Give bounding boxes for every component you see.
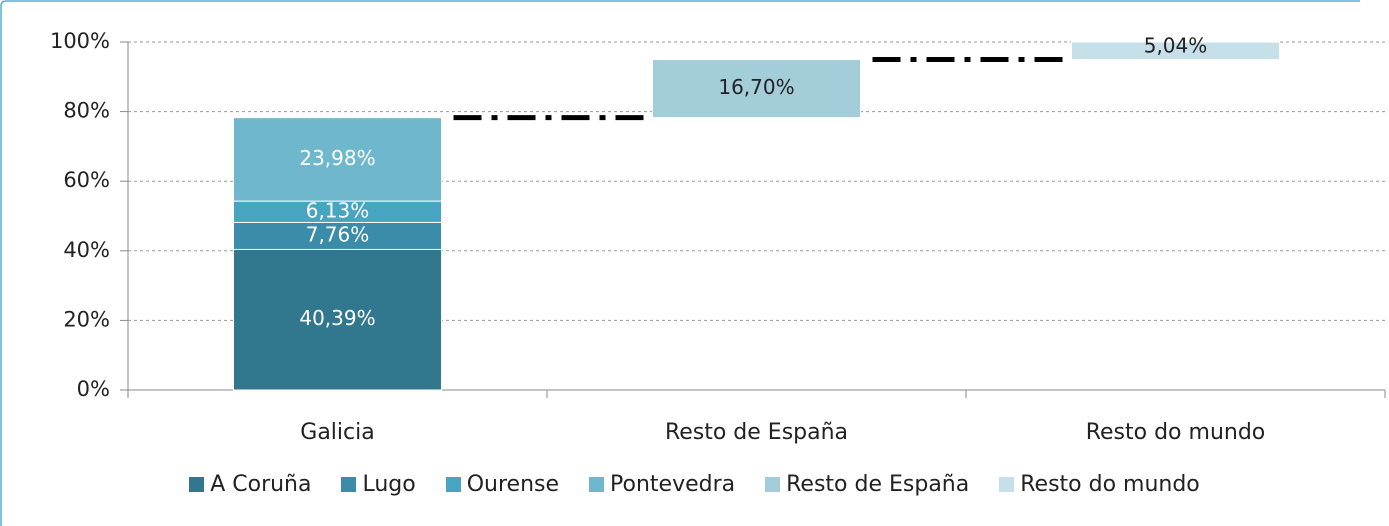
legend-swatch [445, 477, 461, 492]
value-label: 16,70% [718, 75, 794, 99]
y-tick-label: 20% [63, 307, 110, 331]
value-label: 23,98% [299, 146, 375, 170]
legend-label: Pontevedra [610, 472, 736, 497]
value-label: 5,04% [1144, 33, 1208, 57]
y-tick-label: 0% [77, 377, 110, 401]
y-tick-label: 40% [63, 238, 110, 262]
y-tick-label: 60% [63, 168, 110, 192]
x-tick-label: Resto do mundo [1086, 420, 1266, 445]
bar-segment [233, 117, 442, 202]
legend-item: Resto de España [765, 472, 969, 497]
value-label: 6,13% [306, 198, 370, 222]
legend-item: Lugo [341, 472, 416, 497]
value-label: 7,76% [306, 222, 370, 246]
legend-item: Pontevedra [589, 472, 735, 497]
x-tick-label: Galicia [300, 420, 374, 445]
legend-label: Resto de España [786, 472, 970, 497]
legend-swatch [189, 477, 205, 492]
frame-border [0, 0, 1360, 526]
legend-label: Lugo [362, 472, 416, 497]
y-tick-label: 100% [50, 29, 110, 53]
y-tick-label: 80% [63, 99, 110, 123]
legend-label: Ourense [466, 472, 560, 497]
legend: A Coruña Lugo Ourense Pontevedra Resto de Es… [0, 472, 1389, 497]
legend-swatch [999, 477, 1015, 492]
legend-label: A Coruña [210, 472, 312, 497]
bar-segment [652, 59, 861, 119]
legend-label: Resto do mundo [1020, 472, 1200, 497]
legend-swatch [765, 477, 781, 492]
legend-item: Ourense [445, 472, 560, 497]
bar-segment [233, 248, 442, 391]
legend-item: A Coruña [189, 472, 311, 497]
legend-swatch [341, 477, 357, 492]
value-label: 40,39% [299, 306, 375, 330]
legend-swatch [589, 477, 605, 492]
x-tick-label: Resto de España [665, 420, 848, 445]
bar-segment [1071, 41, 1280, 61]
legend-item: Resto do mundo [999, 472, 1200, 497]
